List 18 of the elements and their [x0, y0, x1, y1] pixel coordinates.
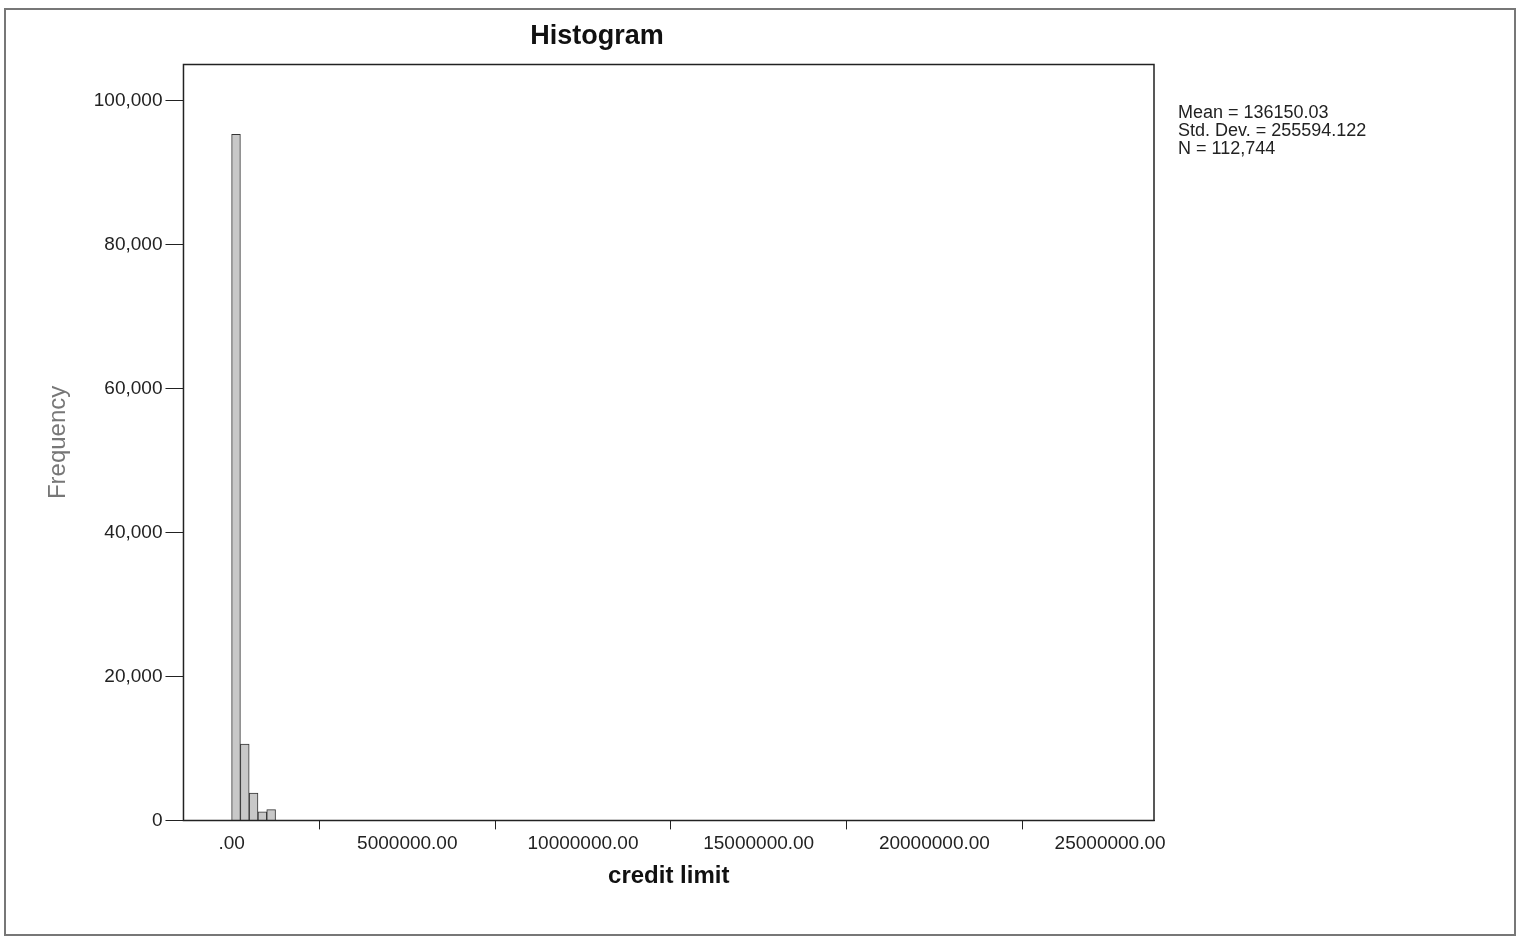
text: N = 112,744 — [1178, 138, 1276, 159]
y-tick-label: 0 — [151, 808, 163, 830]
x-tick-label: 10000000.00 — [527, 832, 639, 854]
y-tick-label: 100,000 — [93, 88, 163, 110]
y-tick-label: 60,000 — [104, 376, 163, 398]
y-axis-title: Frequency — [43, 385, 71, 500]
x-tick-label: 25000000.00 — [1054, 832, 1166, 854]
x-tick-label: 5000000.00 — [357, 832, 458, 854]
y-tick-label: 80,000 — [104, 232, 163, 254]
text: Mean = 136150.03 — [1178, 102, 1329, 123]
y-tick-label: 20,000 — [104, 664, 163, 686]
x-axis-title: credit limit — [608, 861, 730, 889]
x-tick-label: .00 — [218, 832, 245, 854]
chart-title: Histogram — [530, 19, 664, 50]
text: Std. Dev. = 255594.122 — [1178, 120, 1367, 141]
x-tick-label: 15000000.00 — [703, 832, 815, 854]
x-tick-label: 20000000.00 — [878, 832, 990, 854]
y-tick-label: 40,000 — [104, 520, 163, 542]
